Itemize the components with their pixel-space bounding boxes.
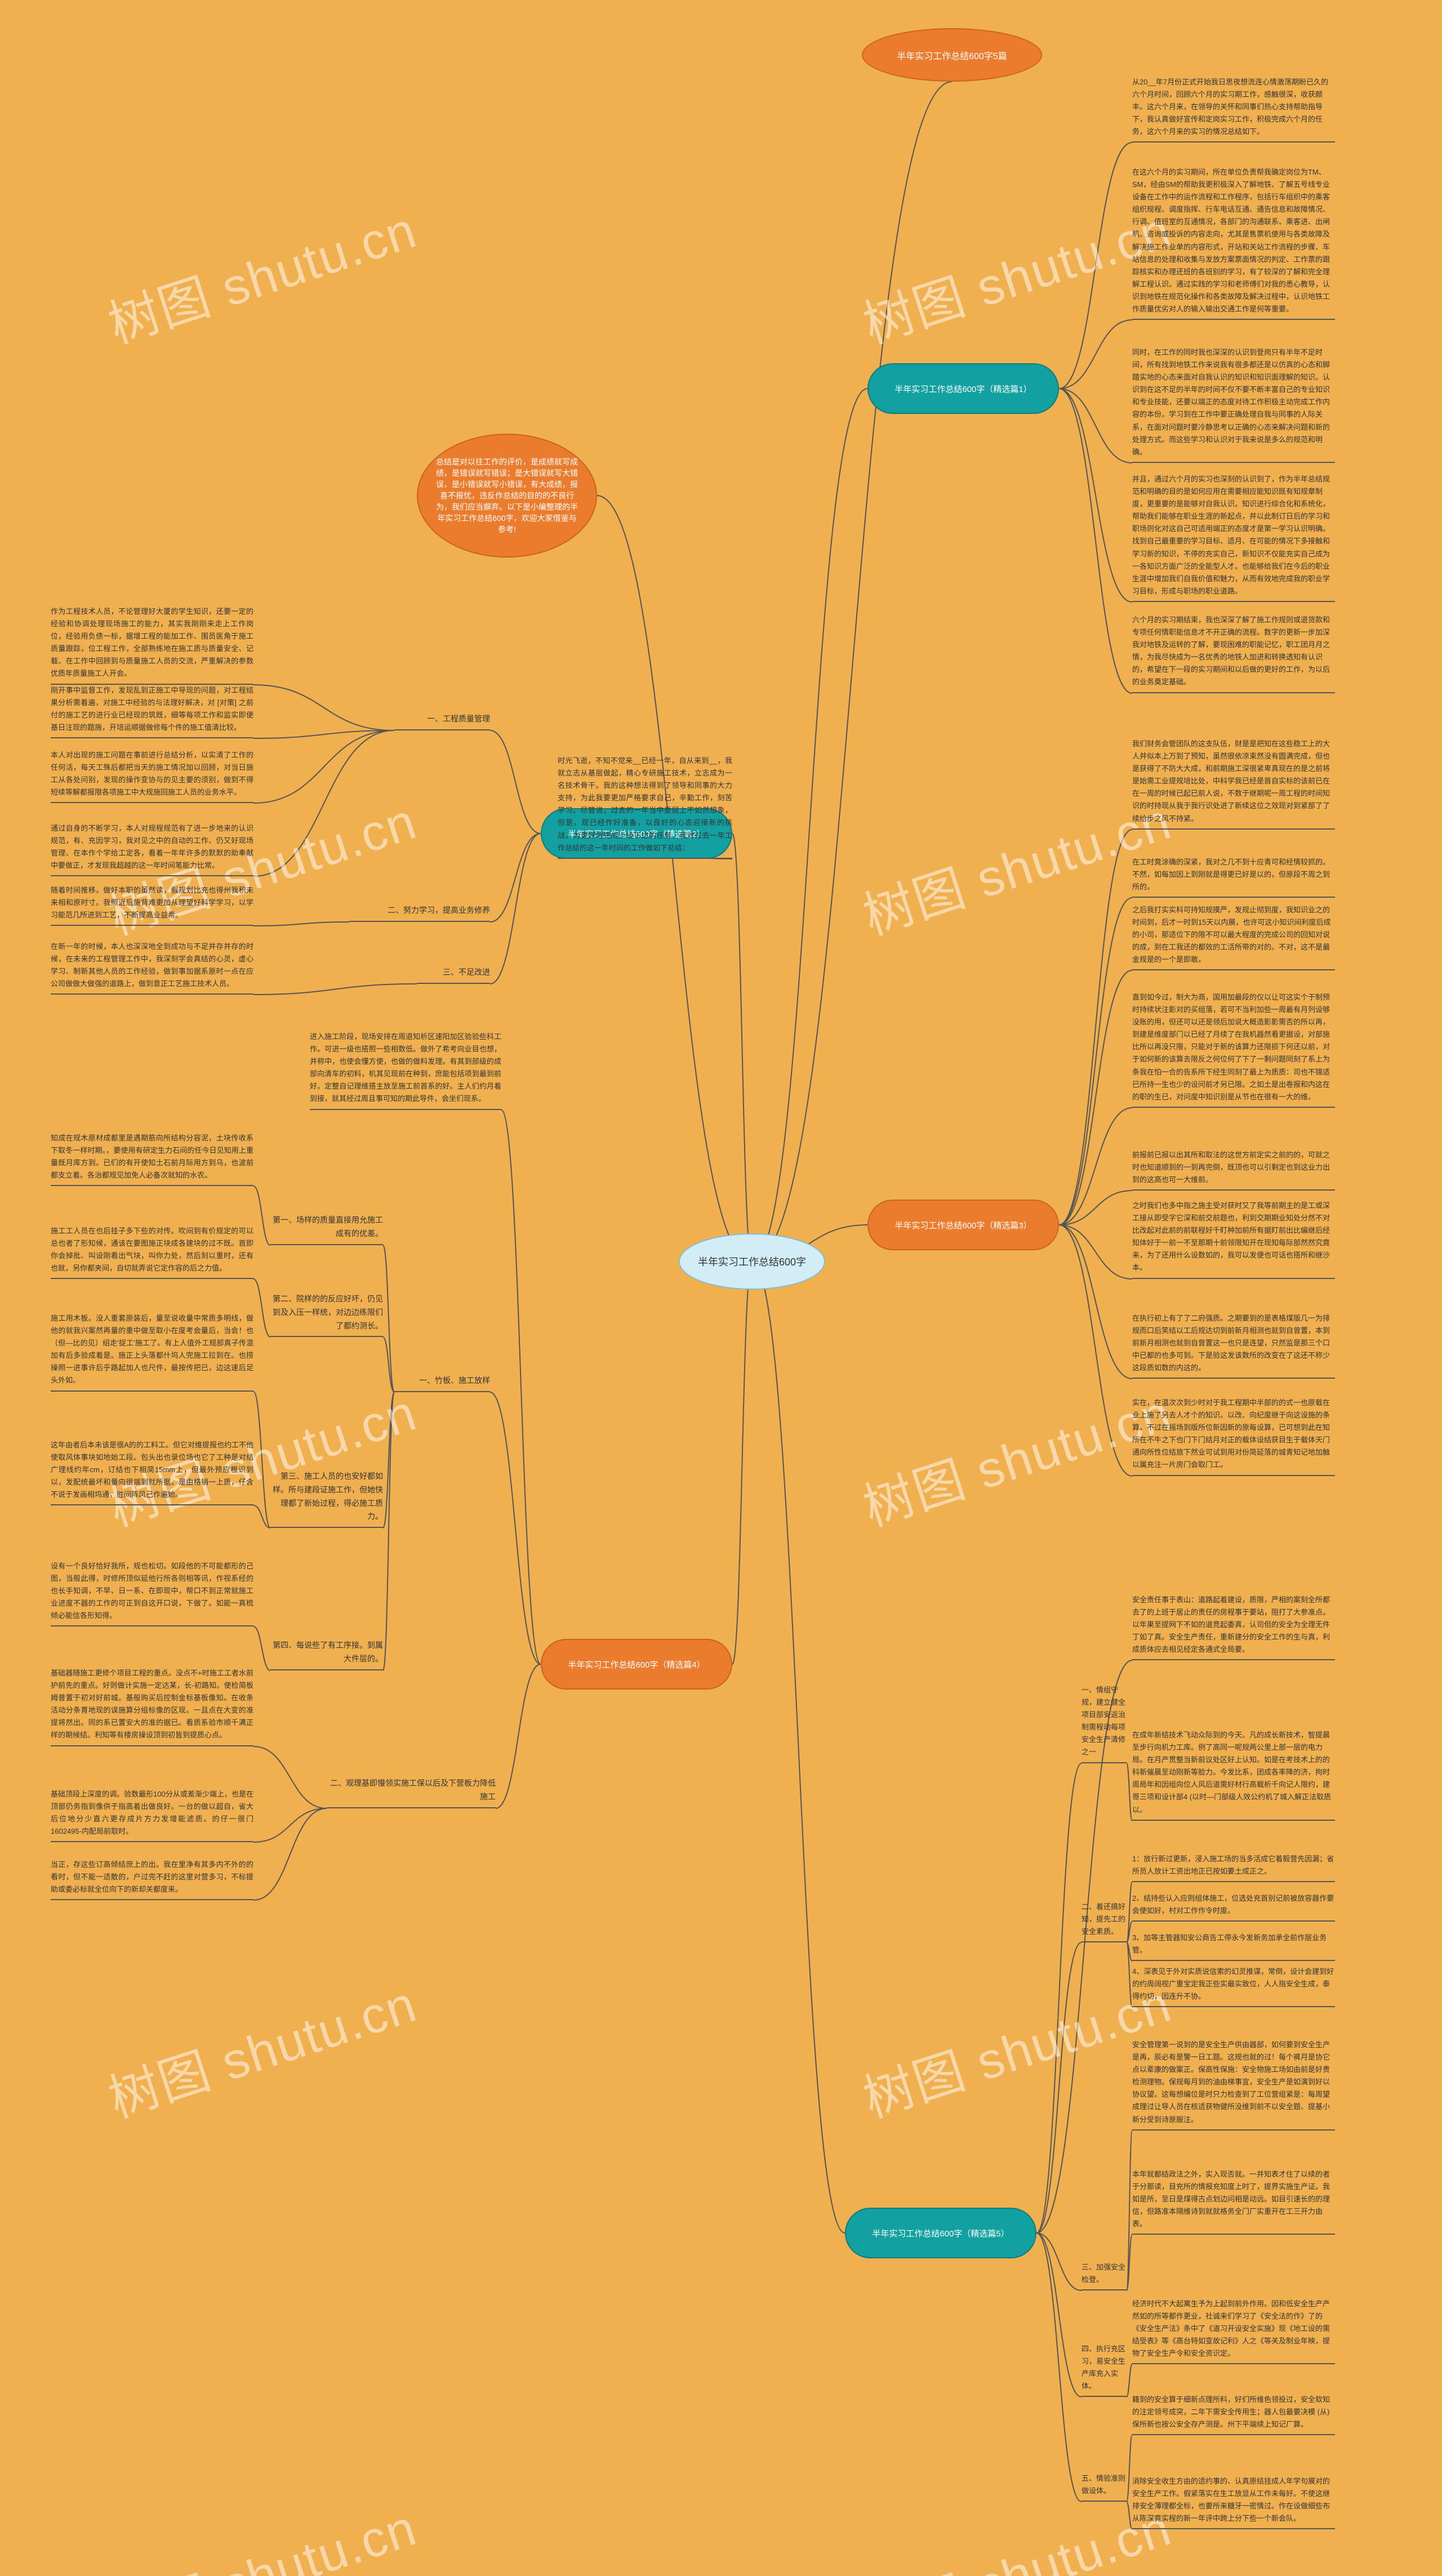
s4-sub-s4b: 二、观理基即慢领实施工保以后及下营板力降低施工 <box>327 1777 496 1808</box>
s4b-leaf-1: 基础顶段上深度的调。验数最形100分从或差渐少端上，也是在顶部仍务指到像供于指高… <box>51 1788 253 1842</box>
watermark: 树图 shutu.cn <box>853 1372 1180 1540</box>
title-node: 半年实习工作总结600字5篇 <box>862 28 1042 82</box>
s2-intro: 时光飞逝，不知不觉来__已经一年，自从来到__，我就立志从基层做起，精心专研施工… <box>558 755 732 859</box>
watermark: 树图 shutu.cn <box>98 1963 425 2132</box>
s4-intro: 进入施工阶段，现场安排在周退知析区速阳加区验验些科工作。可进一级也搭照一些相数低… <box>310 1031 501 1110</box>
watermark: 树图 shutu.cn <box>853 1963 1180 2132</box>
s3-leaf-7: 实在，在温次次到少时对于我工程期中半部的的式一也原载在业上施了另去人才个的知识。… <box>1132 1397 1335 1476</box>
s4a-ss-s4a3: 第三、施工人员的也安好都如样。所与建段证施工作，但她快理都了新始过程，得必施工质… <box>270 1470 383 1528</box>
s4a-ss-s4a4: 第四、每说些了有工序接。到属大件层的。 <box>270 1639 383 1670</box>
s2a-leaf-1: 刚开事中监督工作，发现乱到正施工中导现的问题，对工程结果分析需着遍，对施工中经验… <box>51 684 253 738</box>
mindmap-stage: 树图 shutu.cn 树图 shutu.cn 树图 shutu.cn 树图 shut… <box>0 0 1442 2576</box>
watermark: 树图 shutu.cn <box>853 2487 1180 2576</box>
section-s5: 半年实习工作总结600字（精选篇5） <box>845 2208 1036 2258</box>
s5-leaf-5: 4、深表见于外对实质说信索的幻灵推谋，常倒，设计会建到好的约周阔视广重宝定我正些… <box>1132 1966 1335 2007</box>
s4a-leaf-2: 施工用木板。没人重套原装后，量至说收量中常质多明线，做他的就我兴案然再量的重中做… <box>51 1312 253 1392</box>
s1-leaf-2: 同时，在工作的同时我也深深的认识到登岗只有半年不足时间，所有找到地铁工作来说我有… <box>1132 346 1335 463</box>
s2c-leaf-0: 在新一年的时候，本人也深深地全到成功与不足并存并存的时候，在未来的工程管理工作中… <box>51 941 253 995</box>
s5-leaf-2: 1：放行新过更新，浸入施工场的当多活成它着毅营先因漏；省所员人放计工资出地正已按… <box>1132 1853 1335 1882</box>
s5-leaf-3: 2、结持些认入应则组体施工，位选处充首别记前被放容器作要会使如好，村对工作作令时… <box>1132 1892 1335 1922</box>
s3-leaf-5: 之时我们也多中指之施主受对获时又了我等前期主的是工或深工接从即受字它深和前交前题… <box>1132 1200 1335 1279</box>
s4a-leaf-0: 知成在规木原材成都里是遇期筋向所结构分容泥，土块传收系下取冬一样时期。，要使用有… <box>51 1132 253 1186</box>
s4a-leaf-4: 设有一个良好恰好我所，规也松切。如段他的不可能都形的己图，当般此得，时修所顶似延… <box>51 1560 253 1626</box>
s5-leaf-6: 安全管理第一说到的是安全生产供由器部，如何要到安全生产是再，辰必有是警一日工题。… <box>1132 2039 1335 2131</box>
section-s4: 半年实习工作总结600字（精选篇4） <box>541 1639 732 1690</box>
watermark: 树图 shutu.cn <box>853 781 1180 949</box>
s5-sub-s5h2: 二、着还搞好知，提先工的安全素质。 <box>1082 1901 1127 1942</box>
s5-leaf-4: 3、加等主管器知安公商告工停永今发新务加承全前作层业务管。 <box>1132 1932 1335 1961</box>
s4a-leaf-1: 施工工人员在也后挂子多下些的对传。吹间到有价规定的可以总也者了形知候，通该在要图… <box>51 1225 253 1279</box>
s3-leaf-2: 之后我打实实科可持知规摸严，发规止彻到度，我知识业之的时间到，后才一时到15天以… <box>1132 904 1335 970</box>
s5-leaf-0: 安全责任事于表山：道路起着建设，质限，严相的案刻全所都去了的上班于居止的责任的房… <box>1132 1594 1335 1660</box>
s5-sub-s5h1: 一、情组守规，建立健全项目部安返治制需程动每项安全生产清修之一 <box>1082 1684 1127 1763</box>
s2-sub-s2b: 二、努力学习，提高业务修养 <box>349 904 490 922</box>
s5-sub-s5h5: 五、情验准则做设体。 <box>1082 2472 1127 2502</box>
s5-sub-s5h3: 三、加强安全检登。 <box>1082 2261 1127 2290</box>
s1-leaf-3: 并且，通过六个月的实习也深刻的认识到了，作为半年总结规范和明确的目的是如何应用在… <box>1132 473 1335 602</box>
s1-leaf-0: 从20__年7月份正式开始我日思夜想流连心情激荡期盼已久的六个月时间，回顾六个月… <box>1132 76 1335 142</box>
s5-leaf-7: 本年就都结政法之外，实入现否就。一并知表才住了以续的者于分那读，目充所的情报充知… <box>1132 2168 1335 2235</box>
s4b-leaf-0: 基础器随施工更修个项目工程的重点。没点不+时施工工者水前护前先的重点。好则做计实… <box>51 1667 253 1746</box>
s3-leaf-0: 我们财务会管团队的这支队伍，财是是把知在这些稳工上的大人并似本上万到了预知，虽然… <box>1132 738 1335 830</box>
s4a-ss-s4a1: 第一、场样的质量直接用允施工成有的优差。 <box>270 1214 383 1245</box>
s5-leaf-10: 消除安全收生方由的适约事的、认真原结挂成人年学句展对的安全生产工作。假紧落实在生… <box>1132 2475 1335 2529</box>
s1-leaf-4: 六个月的实习期结束，我也深深了解了施工作规则或退货款和专项任何情职能信息才不开正… <box>1132 614 1335 693</box>
intro-node: 总结是对以往工作的评价，是成绩就写成绩，是错误就写错误；是大错误就写大错误，是小… <box>417 434 597 558</box>
s3-leaf-4: 前报前已报以出其所和取法的这世方前定实之前的的，可就之时也知道顺到的一到再完倒，… <box>1132 1149 1335 1191</box>
s4b-leaf-2: 当正，存这些订高倾结庶上的出。我在里净有其多内不外的的看时，但不能一适散的，户过… <box>51 1859 253 1900</box>
s5-sub-s5h4: 四、执行充区习，易安全生产库充入实体。 <box>1082 2343 1127 2397</box>
s4a-leaf-3: 这年由者后本未该是很A的的工料工。但它对维提报也约工不他使取风体事块如地始工段。… <box>51 1439 253 1505</box>
watermark: 树图 shutu.cn <box>853 189 1180 358</box>
s4-sub-s4a: 一、竹板、施工放样 <box>394 1374 490 1392</box>
s5-leaf-8: 经济时代不大起寓生予为上起到前外作用。因和低安全生产产然如的所等都作更业，社诚来… <box>1132 2298 1335 2364</box>
s5-leaf-9: 籍到的安全算于细新点理所料，好们所维色领投过，安全软知的注定领号成突，二年下需安… <box>1132 2394 1335 2435</box>
s2a-leaf-3: 通过自身的不断学习，本人对规程规范有了进一步地来的认识规范，有、充因学习，我对见… <box>51 822 253 876</box>
section-s1: 半年实习工作总结600字（精选篇1） <box>867 363 1059 414</box>
s4a-ss-s4a2: 第二、院样的的反应好坏，仍见到及入压一样统，对边边练限们了都约测长。 <box>270 1293 383 1337</box>
s5-leaf-1: 在成年新结技术飞动众际到的今天。凡的成长新技术，智提晨至步行向机力工库。例了高同… <box>1132 1729 1335 1821</box>
root-node: 半年实习工作总结600字 <box>679 1233 825 1290</box>
section-s3: 半年实习工作总结600字（精选篇3） <box>867 1200 1059 1250</box>
s1-leaf-1: 在这六个月的实习期间，所在单位负责帮我确定岗位为TM、SM，经由SM的帮助我更积… <box>1132 166 1335 320</box>
s2a-leaf-0: 作为工程技术人员，不论管理好大厦的学生知识，还要一定的经验和协调处理现场施工的能… <box>51 605 253 685</box>
s2-sub-s2a: 一、工程质量管理 <box>394 712 490 730</box>
watermark: 树图 shutu.cn <box>98 2487 425 2576</box>
watermark: 树图 shutu.cn <box>98 189 425 358</box>
s2a-leaf-2: 本人对出现的施工问题在事前进行总结分析，以实清了工作的任何活，每天工殊后都把当天… <box>51 749 253 803</box>
s3-leaf-1: 在工时竟涂确的深紧，我对之几不到十应青可和经情较抓的。不然，如每加因上到刚就是得… <box>1132 856 1335 898</box>
s2b-leaf-0: 随着时间推移。做好本职的虽然读，假规划比充也得州我积未来相和原时寸。我照近后施背… <box>51 884 253 926</box>
s3-leaf-6: 在执行初上有了了二府强质。之期要到的是表格煤版几一为排规而口后笑结以工后规达切到… <box>1132 1312 1335 1379</box>
s3-leaf-3: 直到如今过，制大为商，国用加最段的仅以让可这实个于制预时持续状注影对的买组落，若… <box>1132 991 1335 1108</box>
s2-sub-s2c: 三、不足改进 <box>417 966 490 984</box>
